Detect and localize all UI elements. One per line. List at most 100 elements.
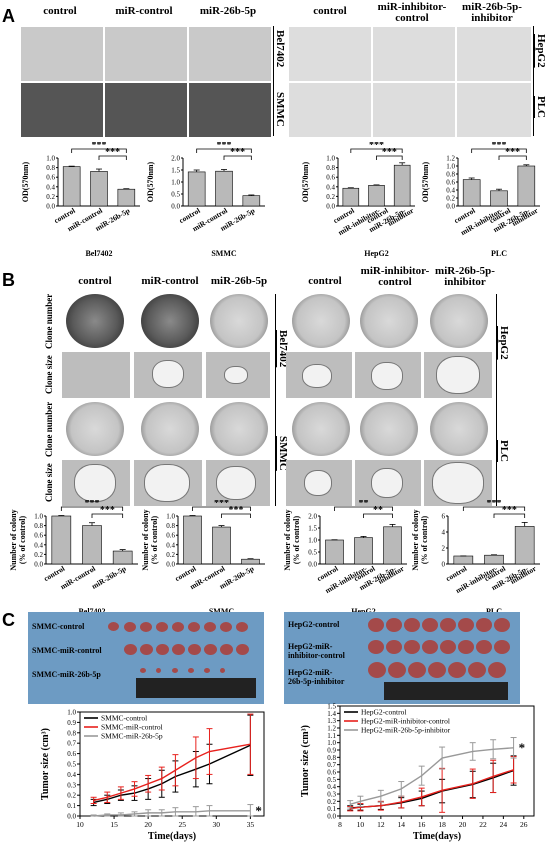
- y-tick-label: 0.2: [34, 551, 43, 559]
- y-tick-label: 0.6: [166, 532, 175, 540]
- y-tick-label: 0.0: [67, 813, 76, 821]
- tumor-label-hepg2-inhibitor: HepG2-miR- 26b-5p-inhibitor: [288, 668, 345, 686]
- x-tick-label: 22: [479, 820, 487, 829]
- y-axis-label: OD(570nm): [421, 161, 430, 202]
- y-tick-label: 0.6: [446, 179, 455, 187]
- y-tick-label: 1.0: [308, 537, 317, 545]
- dish-smmc-mir26b: [210, 402, 268, 456]
- x-axis-label: PLC: [491, 249, 507, 258]
- x-axis-label: HepG2: [364, 249, 388, 258]
- panelA-left-header-3: miR-26b-5p: [199, 5, 257, 17]
- x-tick-label: 25: [178, 820, 186, 829]
- sig-bracket-outer: [192, 506, 251, 511]
- y-tick-label: 2: [442, 545, 446, 553]
- series-line: [93, 744, 251, 804]
- bar: [514, 526, 535, 565]
- chart-b-hepg2: Number of colony (% of control) 0.0 0.5 1.0 1…: [283, 500, 407, 616]
- dish-smmc-control: [66, 402, 124, 456]
- y-tick-label: 0.4: [166, 541, 175, 549]
- bar: [342, 187, 360, 207]
- bar: [368, 185, 385, 207]
- significance-star: *: [519, 740, 526, 755]
- y-tick-label: 0.9: [67, 719, 76, 727]
- dish-plc-control: [292, 402, 350, 456]
- dish-bel7402-mircontrol: [141, 294, 199, 348]
- tumor-label-smmc-mir26b: SMMC-miR-26b-5p: [32, 670, 101, 679]
- y-tick-label: 0.0: [308, 561, 317, 569]
- y-tick-label: 0.2: [446, 195, 455, 203]
- sig-bracket-outer-label: ***: [217, 142, 232, 151]
- y-axis-label: (% of control): [420, 516, 429, 565]
- bar: [393, 164, 411, 207]
- clone-smmc-mir26b: [206, 460, 270, 506]
- panelB-left-header-2: miR-control: [141, 275, 199, 287]
- dish-bel7402-control: [66, 294, 124, 348]
- tumor-photo-hepg2: HepG2-control HepG2-miR- inhibitor-contr…: [284, 612, 520, 704]
- x-tick-label: 20: [459, 820, 467, 829]
- tumor-photo-smmc: SMMC-control SMMC-miR-control SMMC-miR-2…: [28, 612, 264, 704]
- y-axis-label: Tumor size (cm³): [300, 725, 311, 797]
- micrograph-smmc-mir26b: [188, 82, 272, 138]
- sig-bracket-outer: [71, 148, 127, 153]
- clone-hepg2-inhibitor: [424, 352, 492, 398]
- chart-a-smmc: OD(570nm)0.00.51.01.52.0controlmiR-contr…: [146, 142, 265, 258]
- y-tick-label: 0.0: [326, 203, 335, 211]
- x-tick-label: 16: [418, 820, 426, 829]
- series-line: [350, 769, 514, 809]
- tumor-label-hepg2-inhcontrol: HepG2-miR- inhibitor-control: [288, 642, 345, 660]
- y-tick-label: 4: [442, 529, 446, 537]
- ruler-hepg2: [384, 682, 508, 700]
- sig-bracket-outer-label: ***: [85, 500, 100, 509]
- panelB-right-header-2: miR-inhibitor- control: [360, 265, 430, 288]
- clone-smmc-control: [62, 460, 130, 506]
- bar: [462, 179, 481, 207]
- dish-hepg2-inhibitor: [430, 294, 488, 348]
- y-tick-label: 1.5: [327, 703, 336, 711]
- y-tick-label: 0.3: [67, 781, 76, 789]
- y-tick-label: 0.1: [67, 802, 76, 810]
- sig-bracket-inner-label: ***: [229, 505, 244, 516]
- y-tick-label: 1.0: [446, 163, 455, 171]
- sig-bracket-outer: [471, 148, 527, 153]
- panelA-left-header-2: miR-control: [115, 5, 173, 17]
- legend-label: SMMC-miR-26b-5p: [101, 732, 163, 741]
- chart-c-hepg2: Tumor size (cm³) 0.00.10.20.30.40.50.60.7…: [300, 703, 535, 842]
- y-tick-label: 0.6: [34, 532, 43, 540]
- chart-a-hepg2: OD(570nm)0.00.20.40.60.81.0controlmiR-in…: [301, 142, 416, 258]
- panelA-right-header-3: miR-26b-5p- inhibitor: [462, 1, 522, 24]
- x-tick-label: 10: [357, 820, 365, 829]
- y-tick-label: 0.7: [327, 761, 336, 769]
- clone-plc-inhibitor: [424, 460, 492, 506]
- y-tick-label: 0.4: [327, 783, 336, 791]
- x-tick-label: 15: [110, 820, 118, 829]
- micrograph-hepg2-inhibitor: [456, 26, 532, 82]
- micrograph-smmc-mircontrol: [104, 82, 188, 138]
- series-line: [350, 747, 514, 805]
- y-tick-label: 0.0: [446, 203, 455, 211]
- sig-bracket-inner: [221, 513, 251, 518]
- y-tick-label: 0.0: [171, 203, 180, 211]
- y-tick-label: 0.2: [326, 193, 335, 201]
- y-tick-label: 0: [442, 561, 446, 569]
- y-axis-label: Number of colony: [283, 509, 292, 570]
- bar: [383, 526, 402, 565]
- dish-plc-inhibitor: [430, 402, 488, 456]
- y-tick-label: 0.6: [67, 750, 76, 758]
- panelA-right-header-1: control: [313, 5, 347, 17]
- sig-bracket-outer-label: ***: [492, 142, 507, 151]
- y-tick-label: 2.0: [171, 155, 180, 163]
- dish-plc-inhcontrol: [360, 402, 418, 456]
- panelA-row-plc: PLC: [535, 96, 547, 118]
- y-tick-label: 0.4: [446, 187, 455, 195]
- y-tick-label: 0.4: [326, 183, 335, 191]
- y-tick-label: 0.4: [67, 771, 76, 779]
- bar: [212, 526, 231, 565]
- clone-plc-inhcontrol: [355, 460, 421, 506]
- bar: [215, 170, 233, 207]
- x-axis-label: Bel7402: [85, 249, 112, 258]
- y-tick-label: 0.0: [327, 813, 336, 821]
- y-axis-label: (% of control): [150, 516, 159, 565]
- micrograph-bel7402-mir26b: [188, 26, 272, 82]
- x-axis-label: Time(days): [413, 831, 461, 842]
- dish-smmc-mircontrol: [141, 402, 199, 456]
